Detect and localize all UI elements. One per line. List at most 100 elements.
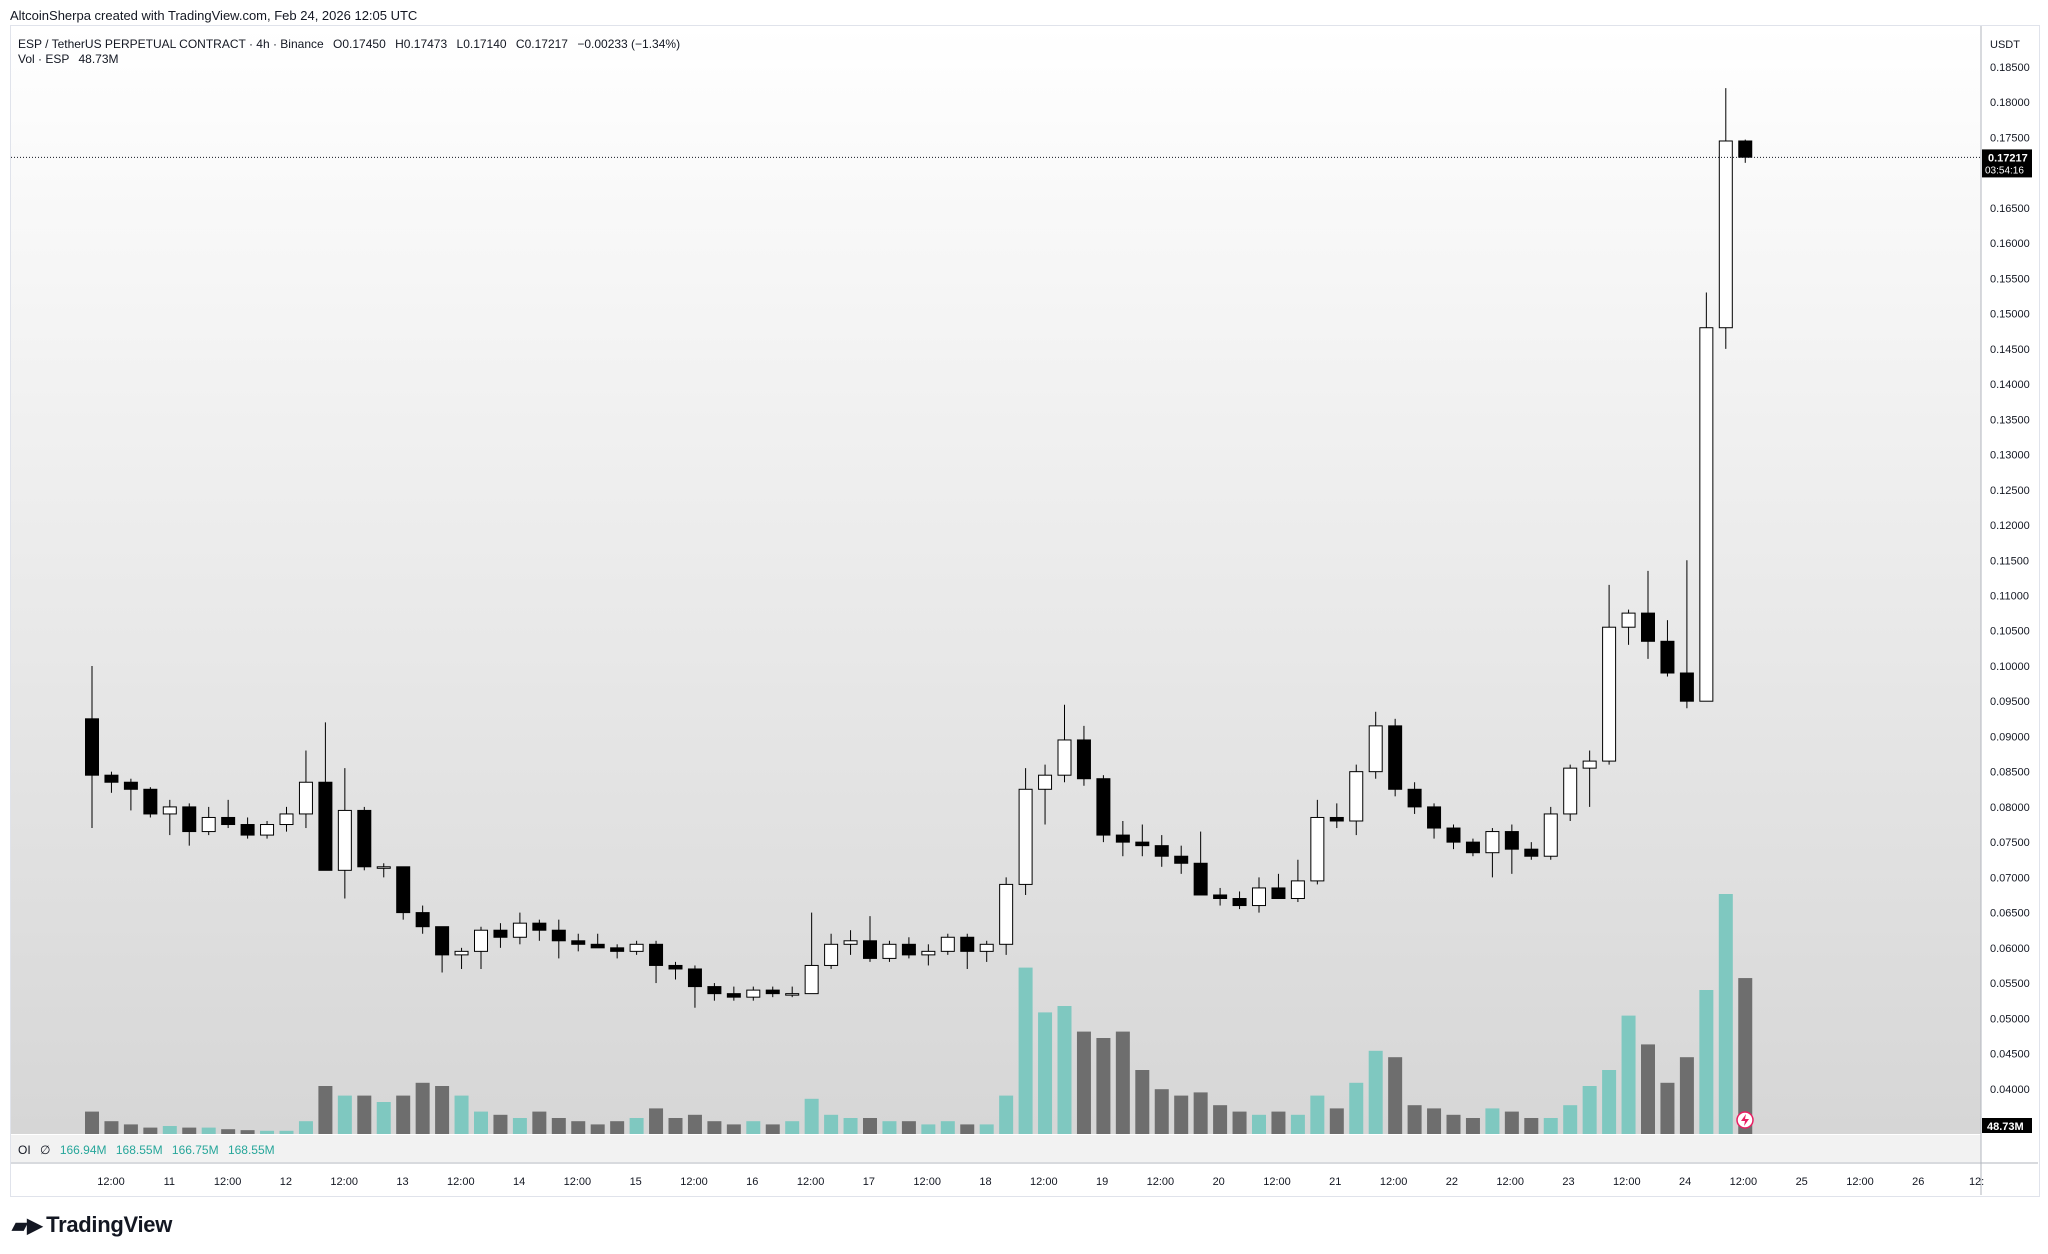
time-tick-label: 12: [1969,1176,1984,1188]
volume-bar [1563,1105,1578,1134]
volume-bar [1388,1057,1403,1134]
oi-value: 166.75M [171,1143,219,1157]
candle-body [318,781,333,871]
oi-value: 168.55M [227,1143,275,1157]
candle-body [707,986,722,995]
time-axis[interactable]: 12:00 11 12:00 12 12:00 13 12:00 14 12:00 15 12:00… [97,1176,1984,1188]
candle-body [999,883,1014,945]
volume-bar [1641,1044,1655,1134]
price-tick-label: 0.12500 [1990,485,2030,497]
volume-bar [1115,1031,1130,1134]
volume-bar [921,1124,936,1134]
volume-bar [493,1114,508,1134]
candle-body [1388,725,1403,790]
candle-body [415,912,430,928]
volume-bar [1193,1092,1208,1134]
volume-bar [1135,1070,1150,1134]
chart-credit: AltcoinSherpa created with TradingView.c… [10,8,418,23]
time-tick-label: 12:00 [1263,1176,1291,1188]
time-tick-label: 26 [1912,1176,1924,1188]
candle-body [260,824,275,836]
countdown-value: 03:54:16 [1985,165,2024,176]
tradingview-logo[interactable]: ▰▶ TradingView [12,1212,172,1238]
candle-body [1407,788,1422,808]
candle-body [1329,816,1344,822]
volume-label: Vol · ESP [18,52,70,66]
candle-body [1096,778,1111,836]
price-axis[interactable]: USDT0.185000.180000.175000.170000.165000… [1990,39,2030,1131]
oi-value: 168.55M [115,1143,163,1157]
last-price-tag-bg [1982,149,2032,178]
time-tick-label: 24 [1679,1176,1691,1188]
candle-body [123,781,138,790]
last-price-value: 0.17217 [1988,152,2028,164]
price-tick-label: 0.14500 [1990,344,2030,356]
candle-body [1582,760,1597,769]
volume-bar [1290,1114,1305,1134]
candle-body [921,950,936,956]
oi-legend[interactable]: OI ∅ 166.94M 168.55M 166.75M 168.55M [18,1143,275,1157]
oi-label: OI [18,1143,31,1157]
volume-bar [85,1111,99,1134]
axis-currency-label[interactable]: USDT [1990,39,2020,51]
volume-bar [435,1086,450,1134]
volume-bar [279,1130,294,1134]
time-tick-label: 12:00 [97,1176,125,1188]
time-tick-label: 15 [630,1176,642,1188]
volume-bar [1446,1114,1461,1134]
time-tick-label: 12:00 [1496,1176,1524,1188]
candle-body [1641,612,1655,642]
volume-bar [1329,1108,1344,1134]
volume-bar [1543,1118,1558,1134]
candle-body [1621,612,1636,628]
candle-body [610,947,625,952]
volume-bar [260,1130,275,1134]
open-label: O [333,37,343,51]
volume-bar [396,1095,411,1134]
symbol-legend[interactable]: ESP / TetherUS PERPETUAL CONTRACT · 4h ·… [18,36,680,53]
time-tick-label: 18 [979,1176,991,1188]
candle-body [1252,887,1266,907]
volume-bar [474,1111,488,1134]
price-tick-label: 0.12000 [1990,520,2030,532]
volume-legend[interactable]: Vol · ESP 48.73M [18,52,119,66]
volume-bar [668,1118,683,1134]
volume-bar [1213,1105,1228,1134]
candle-body [629,943,644,952]
time-tick-label: 12:00 [1380,1176,1408,1188]
volume-bar [1076,1031,1091,1134]
candle-body [785,993,800,996]
candle-body [1738,140,1753,158]
candle-body [668,964,683,970]
snapshot-icon[interactable] [1736,1111,1754,1129]
symbol-title[interactable]: ESP / TetherUS PERPETUAL CONTRACT · 4h ·… [18,37,324,51]
time-tick-label: 12:00 [1730,1176,1758,1188]
candle-body [1504,831,1519,850]
candle-body [512,922,527,938]
volume-bar [1602,1070,1617,1134]
candle-body [454,950,469,956]
volume-bar [1660,1082,1675,1134]
candle-body [590,943,605,949]
volume-bar [960,1124,975,1134]
time-tick-label: 13 [396,1176,408,1188]
low-label: L [456,37,464,51]
price-tick-label: 0.09000 [1990,731,2030,743]
close-value: 0.17217 [524,37,568,51]
candle-body [687,968,702,988]
candle-body [1290,880,1305,900]
volume-bar [1524,1118,1539,1134]
candle-body [804,964,819,995]
time-tick-label: 12:00 [1846,1176,1874,1188]
price-tick-label: 0.16500 [1990,203,2030,215]
candle-body [1057,739,1072,776]
candle-body [746,989,761,998]
volume-bar [1679,1057,1694,1134]
volume-bar [1718,894,1733,1134]
time-tick-label: 12:00 [214,1176,242,1188]
volume-value: 48.73M [78,52,119,66]
candle-body [1679,672,1694,702]
volume-bar [999,1095,1014,1134]
